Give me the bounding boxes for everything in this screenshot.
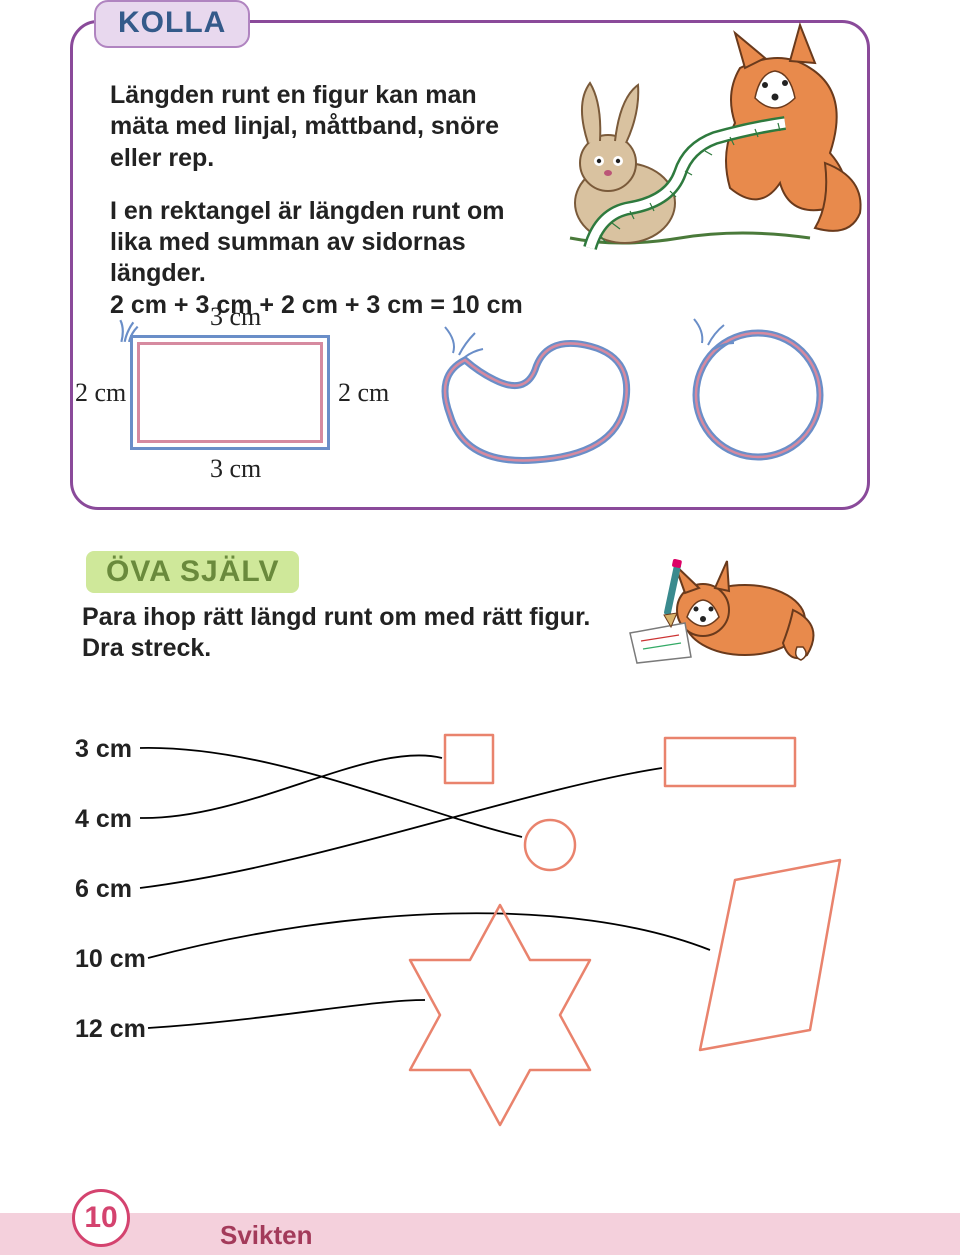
circle-rope-illustration [680, 315, 830, 465]
rect-bottom-label: 3 cm [210, 454, 261, 484]
connection-line-0 [140, 748, 522, 837]
kolla-text: Längden runt en figur kan man mäta med l… [110, 80, 540, 343]
connection-line-2 [140, 768, 662, 888]
page: KOLLA Längden runt en figur kan man mäta… [0, 0, 960, 1255]
shape-small-circle [525, 820, 575, 870]
rect-top-label: 3 cm [210, 302, 261, 332]
kolla-badge: KOLLA [94, 0, 250, 48]
shape-wide-rect [665, 738, 795, 786]
rect-right-label: 2 cm [338, 378, 389, 408]
footer-bar [0, 1213, 960, 1255]
connection-line-1 [140, 755, 442, 818]
connection-line-3 [148, 913, 710, 958]
kolla-para2: I en rektangel är längden runt om lika m… [110, 197, 505, 288]
fox-writing-illustration [625, 555, 815, 665]
kolla-para2-wrap: I en rektangel är längden runt om lika m… [110, 196, 540, 321]
rope-knot-icon [118, 318, 140, 344]
shape-star [410, 905, 590, 1125]
kolla-para1: Längden runt en figur kan man mäta med l… [110, 80, 540, 174]
connection-line-4 [148, 1000, 425, 1028]
shape-parallelogram [700, 860, 840, 1050]
ova-instructions: Para ihop rätt längd runt om med rätt fi… [82, 602, 622, 665]
shape-small-square [445, 735, 493, 783]
footer-title: Svikten [220, 1220, 313, 1251]
matching-canvas [70, 710, 890, 1160]
ova-badge: ÖVA SJÄLV [86, 551, 299, 593]
rectangle-rope-illustration [130, 335, 330, 450]
ova-line2: Dra streck. [82, 634, 211, 662]
blob-rope-illustration [425, 315, 645, 475]
fox-rabbit-illustration [530, 13, 870, 263]
page-number: 10 [72, 1189, 130, 1247]
rect-left-label: 2 cm [75, 378, 126, 408]
ova-line1: Para ihop rätt längd runt om med rätt fi… [82, 603, 590, 631]
